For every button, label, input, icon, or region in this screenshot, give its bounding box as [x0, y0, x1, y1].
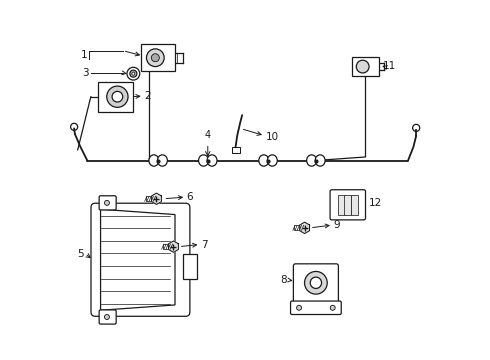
FancyBboxPatch shape	[291, 301, 341, 315]
Text: 6: 6	[187, 192, 193, 202]
Text: 3: 3	[82, 68, 89, 78]
FancyBboxPatch shape	[352, 57, 379, 76]
Bar	[338, 195, 345, 215]
Ellipse shape	[207, 155, 217, 166]
Text: 1: 1	[81, 50, 87, 60]
Circle shape	[305, 271, 327, 294]
Text: 2: 2	[144, 91, 150, 101]
Polygon shape	[151, 193, 161, 204]
Ellipse shape	[315, 155, 325, 166]
Circle shape	[356, 60, 369, 73]
Ellipse shape	[268, 155, 277, 166]
FancyBboxPatch shape	[98, 82, 133, 112]
Bar	[183, 255, 196, 279]
Polygon shape	[169, 241, 178, 252]
Ellipse shape	[307, 155, 317, 166]
FancyBboxPatch shape	[91, 203, 190, 316]
FancyBboxPatch shape	[294, 264, 339, 305]
Text: 8: 8	[280, 275, 287, 285]
Circle shape	[112, 91, 122, 102]
FancyBboxPatch shape	[330, 190, 366, 220]
Ellipse shape	[198, 155, 208, 166]
Circle shape	[71, 123, 78, 130]
Circle shape	[296, 305, 301, 310]
Ellipse shape	[149, 155, 159, 166]
Circle shape	[104, 201, 109, 205]
Text: 10: 10	[266, 132, 279, 142]
Text: 11: 11	[383, 61, 396, 71]
Circle shape	[330, 305, 335, 310]
Circle shape	[130, 70, 137, 77]
Text: 12: 12	[368, 198, 382, 208]
Circle shape	[151, 54, 159, 62]
Ellipse shape	[259, 155, 269, 166]
Text: 7: 7	[201, 239, 207, 249]
FancyBboxPatch shape	[99, 196, 116, 210]
FancyBboxPatch shape	[141, 44, 175, 71]
Text: 5: 5	[77, 249, 84, 259]
Circle shape	[127, 67, 140, 80]
Bar	[351, 195, 358, 215]
Ellipse shape	[157, 155, 168, 166]
Bar	[294, 225, 305, 230]
Circle shape	[132, 72, 135, 75]
FancyBboxPatch shape	[99, 310, 116, 324]
Circle shape	[107, 86, 128, 107]
Bar	[344, 195, 351, 215]
Circle shape	[413, 124, 420, 131]
Bar	[146, 196, 156, 201]
Bar	[232, 147, 240, 153]
Circle shape	[104, 315, 109, 319]
Text: 4: 4	[205, 130, 211, 140]
Circle shape	[310, 277, 321, 288]
Circle shape	[147, 49, 164, 67]
Text: 9: 9	[334, 220, 340, 230]
Bar	[163, 244, 173, 249]
Polygon shape	[300, 222, 310, 234]
Polygon shape	[100, 209, 175, 310]
